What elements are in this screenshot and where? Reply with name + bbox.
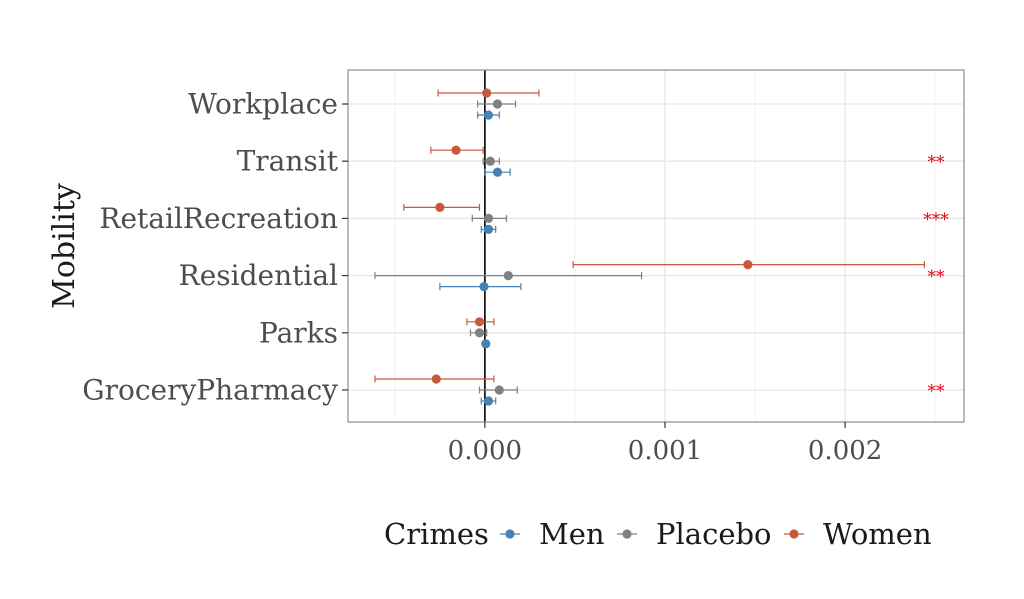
x-axis-ticks: 0.000 0.001 0.002 — [448, 422, 882, 466]
point-placebo — [494, 385, 504, 395]
significance-label: ** — [928, 267, 946, 287]
point-men — [483, 110, 494, 120]
point-women — [451, 145, 461, 155]
significance-label: *** — [923, 210, 949, 230]
legend-key-women — [784, 529, 804, 539]
y-tick-label: GroceryPharmacy — [82, 374, 338, 407]
point-women — [474, 317, 485, 327]
y-axis-label: Mobility — [47, 183, 82, 309]
estimate-points — [431, 88, 753, 406]
point-placebo — [474, 328, 485, 338]
point-women — [743, 260, 753, 270]
legend-title: Crimes — [384, 517, 489, 551]
y-tick-label: Parks — [259, 316, 338, 349]
y-tick-label: RetailRecreation — [99, 202, 338, 235]
point-men — [479, 282, 489, 292]
legend-label: Women — [823, 517, 932, 551]
point-women — [435, 202, 445, 212]
point-men — [481, 339, 491, 349]
legend-label: Placebo — [656, 517, 772, 551]
x-tick-label: 0.001 — [628, 436, 702, 466]
legend-key-men — [500, 529, 520, 539]
point-women — [482, 88, 492, 98]
significance-label: ** — [928, 382, 946, 402]
y-tick-label: Transit — [237, 145, 339, 178]
point-placebo — [503, 271, 513, 281]
y-axis-ticks: Workplace Transit RetailRecreation Resident… — [82, 88, 348, 407]
x-tick-label: 0.000 — [448, 436, 522, 466]
point-men — [492, 167, 503, 177]
point-men — [483, 396, 494, 406]
point-placebo — [483, 213, 494, 223]
significance-label: ** — [928, 153, 946, 173]
point-placebo — [485, 156, 495, 166]
point-women — [431, 374, 441, 384]
y-tick-label: Workplace — [188, 88, 338, 121]
y-tick-label: Residential — [179, 259, 338, 292]
legend: Crimes Men Placebo Women — [384, 517, 932, 551]
legend-label: Men — [539, 517, 605, 551]
legend-key-placebo — [617, 529, 637, 539]
panel-border — [347, 69, 965, 423]
significance-markers: ********* — [923, 153, 949, 402]
point-placebo — [492, 99, 503, 109]
point-men — [483, 224, 494, 234]
panel-background — [348, 70, 964, 422]
x-tick-label: 0.002 — [808, 436, 882, 466]
